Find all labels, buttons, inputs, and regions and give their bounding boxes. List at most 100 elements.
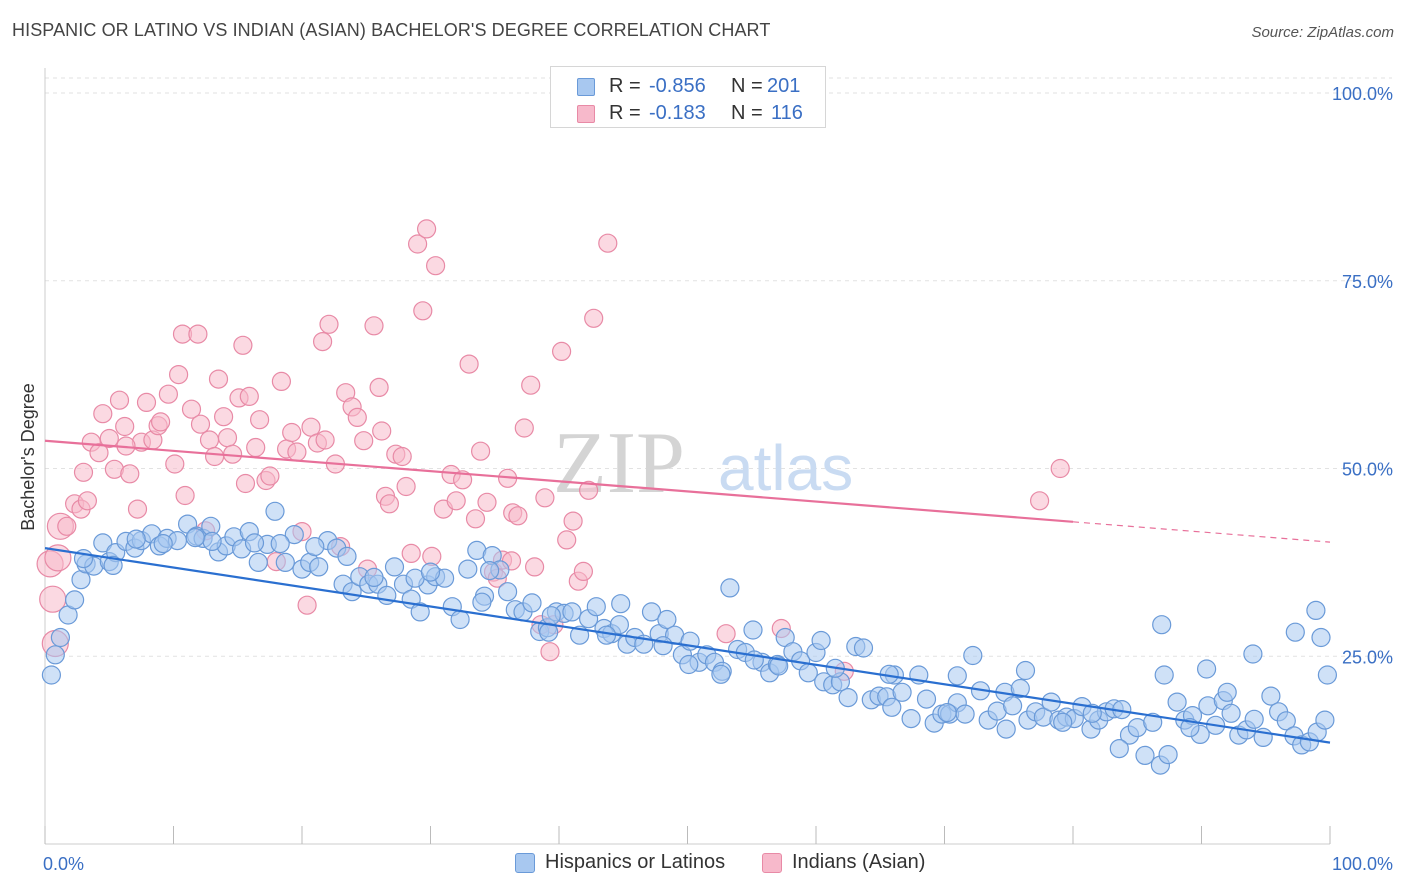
- indians-point: [584, 308, 604, 328]
- tick-labels: 25.0% 50.0% 75.0% 100.0% 0.0% 100.0%: [43, 84, 1393, 874]
- hispanics-point: [562, 602, 582, 622]
- indians-point: [379, 494, 399, 514]
- hispanics-point: [653, 636, 673, 656]
- hispanics-point: [364, 567, 384, 588]
- correlation-legend: R = -0.856 N = 201 R = -0.183 N = 116: [550, 66, 826, 128]
- indians-point: [453, 470, 473, 490]
- y-tick-label: 75.0%: [1342, 272, 1393, 292]
- legend-r-value: -0.856: [649, 75, 706, 97]
- legend-r-label: R =: [609, 102, 641, 124]
- hispanics-point: [641, 602, 662, 622]
- hispanics-point: [1196, 659, 1217, 679]
- hispanics-point: [657, 609, 677, 630]
- x-tick-label: 0.0%: [43, 854, 84, 874]
- indians-point: [578, 480, 599, 500]
- hispanics-point: [480, 560, 500, 581]
- hispanics-point: [963, 645, 983, 666]
- indians-point: [175, 485, 195, 506]
- hispanics-point: [838, 687, 858, 708]
- hispanics-point: [126, 529, 146, 549]
- legend-swatch-blue: [577, 78, 595, 96]
- legend-n-value: 116: [771, 102, 803, 124]
- indians-point: [260, 466, 280, 486]
- hispanics-point: [1135, 745, 1155, 766]
- gridlines: [45, 77, 1392, 657]
- hispanics-point: [202, 531, 222, 552]
- legend-r-label: R =: [609, 75, 641, 97]
- hispanics-point: [265, 501, 285, 521]
- indians-point: [347, 407, 367, 427]
- hispanics-point: [1243, 644, 1263, 664]
- hispanics-point: [309, 557, 329, 577]
- hispanics-point: [1311, 627, 1331, 648]
- trend-lines: [44, 439, 1331, 744]
- hispanics-point: [853, 638, 874, 658]
- indians-point: [471, 441, 491, 461]
- indians-point: [271, 371, 291, 391]
- hispanics-point: [1154, 665, 1174, 685]
- hispanics-point: [103, 555, 123, 576]
- hispanics-point: [458, 559, 478, 579]
- hispanics-point: [947, 666, 967, 686]
- indians-point: [364, 316, 384, 336]
- indians-point: [426, 256, 446, 276]
- legend-n-label: N =: [731, 102, 763, 124]
- indians-point: [716, 624, 736, 644]
- indians-point: [136, 392, 157, 412]
- hispanics-point: [305, 536, 325, 557]
- indians-point: [392, 446, 412, 467]
- legend-r-value: -0.183: [649, 102, 706, 124]
- hispanics-point: [892, 682, 912, 702]
- indians-point: [315, 430, 335, 450]
- indians-point: [239, 386, 259, 406]
- indians-point: [521, 375, 541, 395]
- indians-point: [319, 314, 339, 334]
- hispanics-point: [41, 665, 62, 685]
- hispanics-point: [1244, 709, 1264, 729]
- hispanics-point: [539, 622, 559, 642]
- legend-n-label: N =: [731, 75, 763, 97]
- hispanics-point: [1002, 696, 1023, 716]
- hispanics-point: [769, 656, 789, 676]
- hispanics-point: [45, 645, 65, 665]
- hispanics-point: [284, 524, 304, 545]
- indians-trend-line-dashed: [1072, 521, 1331, 543]
- hispanics-point: [384, 557, 405, 577]
- indians-point: [313, 332, 333, 352]
- hispanics-point: [1015, 660, 1036, 681]
- hispanics-point: [244, 533, 265, 553]
- hispanics-point: [955, 704, 975, 724]
- hispanics-point: [522, 593, 542, 613]
- hispanics-point: [1167, 692, 1187, 712]
- indians-point: [199, 430, 220, 450]
- indians-point: [1050, 458, 1070, 479]
- indians-point: [372, 421, 392, 441]
- hispanics-point: [711, 664, 731, 684]
- indians-point: [99, 428, 119, 449]
- indians-point: [214, 407, 234, 427]
- hispanics-point: [1306, 600, 1326, 621]
- indians-point: [396, 476, 416, 497]
- indians-point: [169, 365, 189, 385]
- indians-point: [477, 492, 497, 512]
- indians-point: [246, 437, 266, 458]
- indians-point: [115, 416, 135, 437]
- source-label: Source: ZipAtlas.com: [1251, 24, 1394, 41]
- hispanics-point: [337, 546, 357, 567]
- hispanics-point: [720, 578, 740, 598]
- hispanics-point: [996, 719, 1016, 739]
- hispanics-point: [472, 592, 492, 612]
- indians-point: [165, 454, 185, 474]
- indians-point: [205, 446, 225, 467]
- indians-point: [408, 234, 428, 254]
- indians-point: [190, 414, 211, 434]
- hispanics-point: [541, 606, 561, 626]
- hispanics-point: [153, 533, 173, 554]
- x-tick-label: 100.0%: [1332, 854, 1393, 874]
- hispanics-point: [185, 527, 205, 548]
- hispanics-point: [1261, 686, 1281, 706]
- indians-point: [401, 543, 421, 564]
- watermark-atlas: atlas: [718, 432, 853, 504]
- hispanics-point: [270, 533, 290, 554]
- hispanics-trend-line: [44, 547, 1331, 744]
